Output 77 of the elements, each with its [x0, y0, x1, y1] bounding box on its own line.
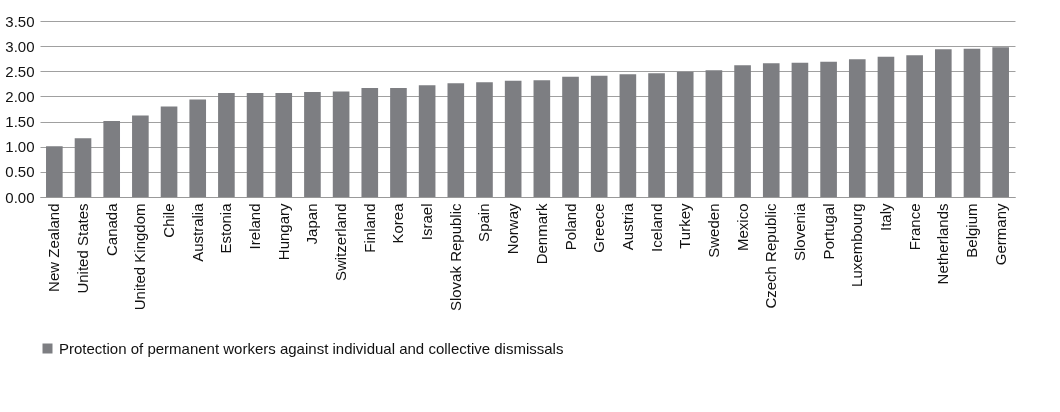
y-tick-label: 3.00 [5, 37, 35, 55]
x-tick-label: Estonia [217, 202, 235, 254]
x-tick-label: Mexico [733, 203, 751, 252]
x-tick-label: Portugal [819, 203, 837, 260]
bar [246, 92, 264, 197]
x-tick-label: Norway [504, 203, 522, 255]
x-tick-label: Austria [618, 202, 636, 251]
bar [332, 91, 350, 197]
x-tick-label: Australia [188, 202, 206, 262]
x-tick-label: Belgium [962, 203, 980, 258]
x-tick-label: Ireland [246, 203, 264, 250]
bar [132, 115, 149, 197]
x-tick-label: Switzerland [332, 203, 350, 282]
bar [705, 70, 723, 197]
y-tick-label: 1.50 [5, 113, 35, 131]
bar [447, 83, 465, 197]
x-tick-label: Iceland [647, 203, 665, 252]
bar [218, 92, 235, 197]
x-tick-label: Israel [418, 203, 436, 241]
x-tick-label: United States [74, 203, 92, 294]
bar [504, 80, 522, 197]
bar [390, 87, 407, 197]
x-tick-label: New Zealand [45, 203, 63, 292]
x-tick-label: Finland [360, 203, 378, 253]
x-tick-label: Germany [991, 203, 1009, 266]
bar [533, 80, 551, 197]
x-tick-label: Luxembourg [848, 203, 866, 287]
bar [676, 71, 694, 197]
x-tick-label: Sweden [704, 203, 722, 258]
x-tick-label: Poland [561, 203, 579, 251]
bar [648, 73, 665, 197]
bar [46, 146, 63, 197]
x-tick-label: Czech Republic [762, 203, 780, 309]
x-tick-label: Denmark [532, 203, 550, 265]
x-tick-label: France [905, 203, 923, 251]
bar [906, 55, 923, 197]
y-tick-label: 0.00 [5, 188, 35, 206]
bar [619, 74, 637, 197]
bar [189, 99, 207, 197]
x-tick-label: Slovenia [790, 202, 808, 262]
y-tick-label: 0.50 [5, 163, 35, 181]
x-tick-label: Canada [102, 202, 120, 257]
y-tick-label: 1.00 [5, 138, 35, 156]
bar [562, 76, 579, 197]
bar [476, 82, 493, 197]
bar [762, 63, 780, 197]
x-tick-label: Chile [160, 203, 178, 238]
bar [877, 56, 895, 197]
legend-label: Protection of permanent workers against individual and collective dismissals [59, 339, 564, 357]
x-tick-label: Korea [389, 202, 407, 244]
bar [275, 92, 293, 197]
bar [103, 121, 121, 197]
bar [590, 75, 608, 197]
y-tick-label: 2.00 [5, 87, 35, 105]
bar [963, 48, 981, 197]
y-tick-label: 3.50 [5, 12, 35, 30]
x-tick-label: Slovak Republic [446, 203, 464, 312]
bar [160, 106, 178, 197]
bar [791, 62, 809, 197]
bar [734, 65, 751, 197]
x-tick-label: Japan [303, 203, 321, 245]
bar [74, 138, 92, 197]
x-tick-label: Spain [475, 203, 493, 242]
x-tick-label: Italy [876, 203, 894, 232]
bar [992, 47, 1009, 197]
bar [418, 85, 436, 197]
x-tick-label: Hungary [274, 203, 292, 261]
x-tick-label: Greece [590, 203, 608, 253]
bar [934, 49, 952, 197]
bar [304, 91, 321, 197]
x-tick-label: Netherlands [934, 203, 952, 285]
bar [361, 87, 379, 197]
y-tick-label: 2.50 [5, 62, 35, 80]
bar [848, 59, 866, 197]
x-tick-label: Turkey [676, 203, 694, 249]
bar [820, 61, 837, 197]
x-tick-label: United Kingdom [131, 203, 149, 311]
